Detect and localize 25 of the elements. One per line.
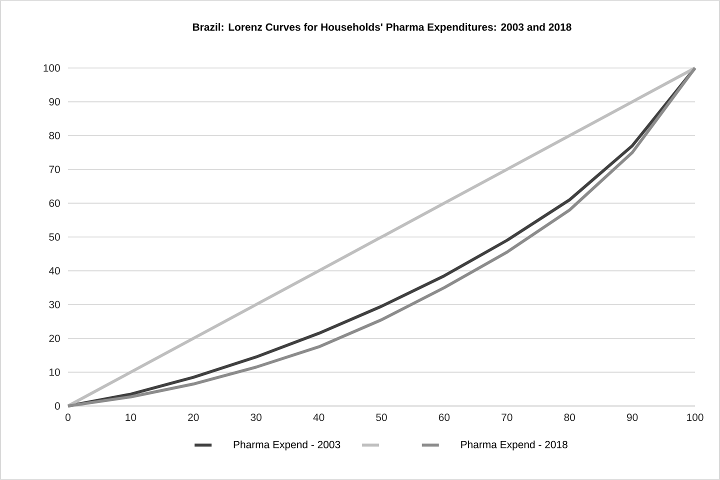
x-tick-label: 30 xyxy=(250,414,262,422)
y-tick-label: 90 xyxy=(49,98,60,106)
x-tick-label: 20 xyxy=(188,414,199,422)
y-tick-label: 80 xyxy=(49,132,60,140)
y-tick-label: 0 xyxy=(54,402,60,410)
y-tick-label: 70 xyxy=(49,166,60,174)
x-tick-label: 100 xyxy=(687,414,704,422)
x-tick-label: 50 xyxy=(376,414,387,422)
x-tick-label: 90 xyxy=(626,414,638,422)
y-tick-label: 100 xyxy=(44,64,60,72)
legend-label: Pharma Expend - 2018 xyxy=(461,440,568,450)
y-tick-label: 50 xyxy=(49,233,60,241)
x-tick-label: 80 xyxy=(564,414,576,422)
legend-label: Pharma Expend - 2003 xyxy=(234,440,340,450)
y-tick-label: 30 xyxy=(49,300,60,308)
chart-title: Brazil: Lorenz Curves for Households' Pharma Expenditures: 2003 and 2018 xyxy=(193,23,572,33)
x-tick-label: 70 xyxy=(502,414,512,422)
y-tick-label: 20 xyxy=(49,334,60,342)
x-tick-label: 0 xyxy=(66,414,70,422)
x-tick-label: 60 xyxy=(438,414,450,422)
x-tick-label: 10 xyxy=(126,414,136,422)
y-tick-label: 40 xyxy=(48,267,60,275)
y-tick-label: 10 xyxy=(50,368,60,376)
y-tick-label: 60 xyxy=(49,200,60,207)
x-tick-label: 40 xyxy=(313,414,324,422)
